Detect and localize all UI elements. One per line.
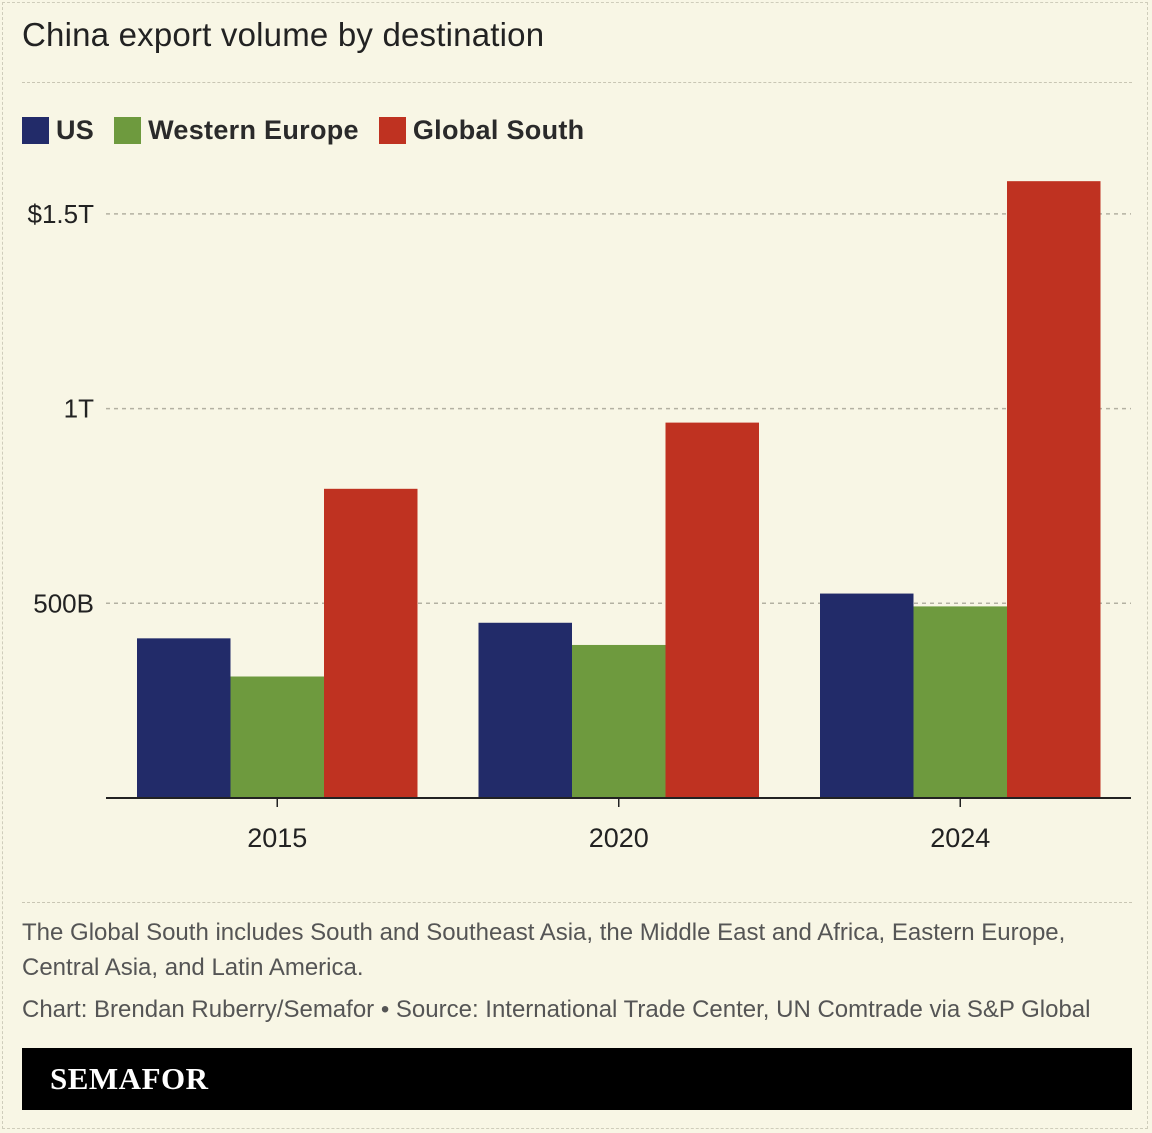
legend-item-western-europe: Western Europe bbox=[114, 115, 359, 146]
legend-swatch-us bbox=[22, 116, 49, 144]
y-tick-label: 500B bbox=[33, 588, 94, 618]
x-tick-label: 2015 bbox=[247, 823, 307, 853]
legend-item-us: US bbox=[22, 115, 94, 146]
x-tick-label: 2024 bbox=[930, 823, 990, 853]
semafor-logo: SEMAFOR bbox=[50, 1061, 209, 1096]
chart-title: China export volume by destination bbox=[22, 16, 545, 53]
legend-item-global-south: Global South bbox=[378, 114, 585, 146]
bar-us bbox=[137, 638, 231, 798]
legend-label-western-europe: Western Europe bbox=[148, 114, 359, 145]
chart-credit: Chart: Brendan Ruberry/Semafor • Source:… bbox=[22, 996, 1091, 1023]
bar-western-europe bbox=[572, 644, 666, 798]
bar-us bbox=[478, 622, 572, 798]
footer-divider bbox=[22, 902, 1132, 903]
bar-global-south bbox=[324, 488, 418, 798]
bar-western-europe bbox=[913, 606, 1007, 798]
legend: US Western Europe Global South bbox=[22, 114, 604, 146]
bar-us bbox=[820, 593, 914, 798]
bar-global-south bbox=[665, 422, 759, 798]
brand-footer: SEMAFOR bbox=[22, 1048, 1132, 1110]
bar-chart: 500B 1T $1.5T 2015 2020 2024 bbox=[28, 181, 1131, 853]
y-tick-label: 1T bbox=[64, 394, 94, 424]
bar-global-south bbox=[1007, 181, 1101, 799]
x-tick-label: 2020 bbox=[589, 823, 649, 853]
y-tick-label: $1.5T bbox=[28, 199, 95, 229]
header-divider bbox=[22, 82, 1132, 83]
legend-label-us: US bbox=[56, 114, 95, 145]
legend-swatch-global-south bbox=[378, 116, 406, 144]
legend-label-global-south: Global South bbox=[412, 114, 585, 145]
chart-note: The Global South includes South and Sout… bbox=[22, 919, 1066, 981]
legend-swatch-western-europe bbox=[114, 116, 142, 144]
bar-western-europe bbox=[230, 676, 324, 798]
